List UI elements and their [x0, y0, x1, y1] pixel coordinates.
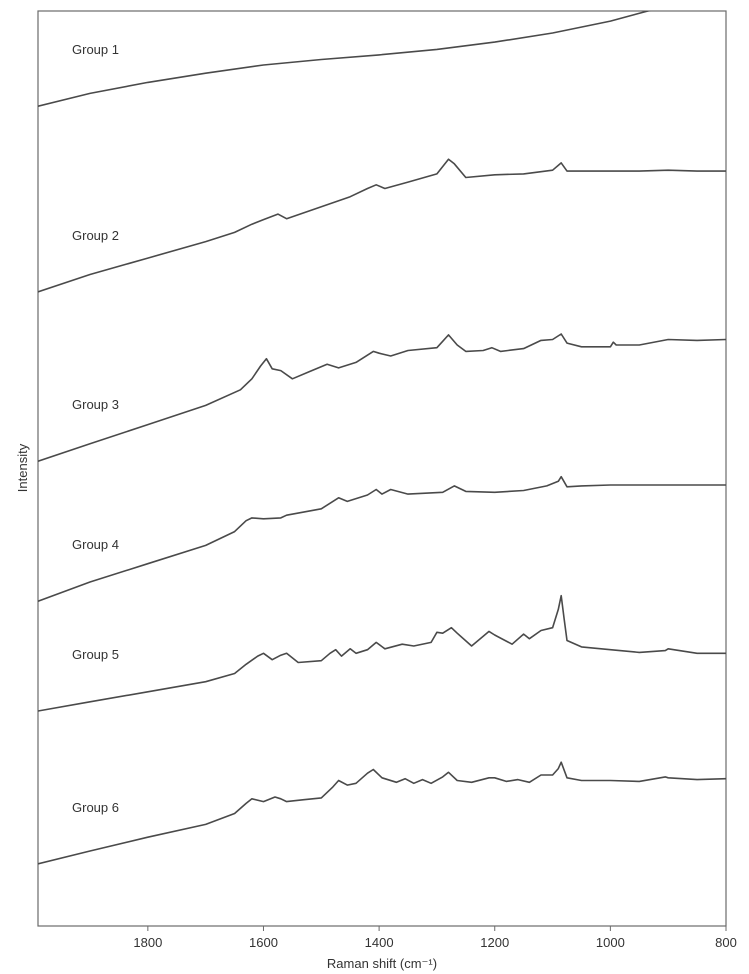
- y-axis-label: Intensity: [15, 443, 30, 492]
- series-line-group-1: [38, 11, 651, 107]
- plot-frame: [37, 10, 727, 927]
- x-axis-ticks: 1800 1600 1400 1200 1000 800: [133, 926, 737, 950]
- series-label-group-4: Group 4: [72, 537, 119, 552]
- series-line-group-6: [38, 761, 726, 865]
- series-line-group-4: [38, 475, 726, 602]
- series-label-group-6: Group 6: [72, 800, 119, 815]
- series-label-group-5: Group 5: [72, 647, 119, 662]
- x-tick-label-1600: 1600: [249, 935, 278, 950]
- x-axis-label: Raman shift (cm⁻¹): [327, 956, 437, 971]
- x-tick-label-1400: 1400: [365, 935, 394, 950]
- series-label-group-1: Group 1: [72, 42, 119, 57]
- group-label-layer: Group 1 Group 2 Group 3 Group 4 Group 5 Group…: [72, 42, 119, 815]
- x-tick-label-1000: 1000: [596, 935, 625, 950]
- x-tick-label-800: 800: [715, 935, 737, 950]
- series-line-group-5: [38, 594, 726, 712]
- series-line-group-2: [38, 158, 726, 293]
- series-layer: [38, 11, 726, 865]
- series-label-group-3: Group 3: [72, 397, 119, 412]
- series-line-group-3: [38, 333, 726, 462]
- x-tick-label-1200: 1200: [480, 935, 509, 950]
- series-label-group-2: Group 2: [72, 228, 119, 243]
- x-tick-label-1800: 1800: [133, 935, 162, 950]
